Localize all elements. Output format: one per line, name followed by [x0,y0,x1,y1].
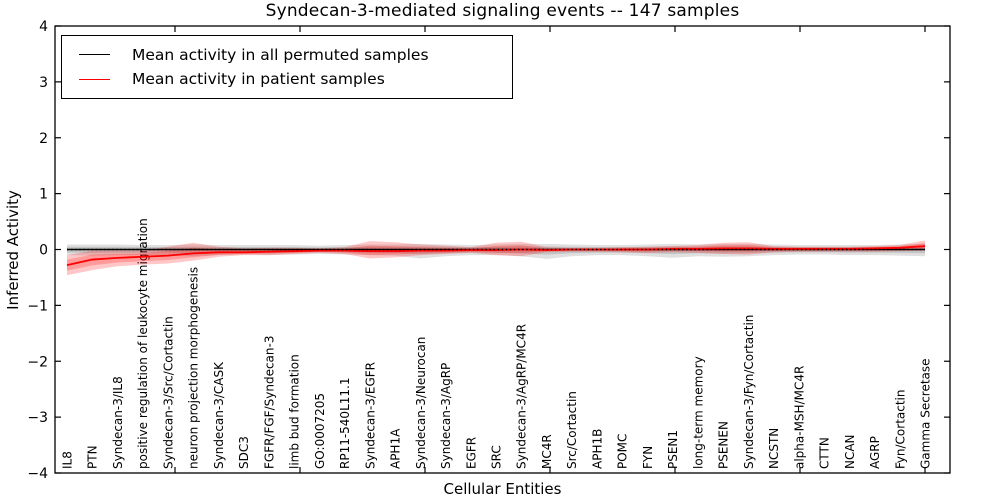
x-category-label: EGFR [464,437,478,469]
x-category-label: CTTN [818,437,832,469]
legend: Mean activity in all permuted samples Me… [61,35,513,99]
x-axis-title: Cellular Entities [443,480,562,498]
x-category-label: long-term memory [691,356,705,469]
y-tick-label: 1 [39,187,48,203]
x-category-label: neuron projection morphogenesis [187,267,201,469]
chart-title: Syndecan-3-mediated signaling events -- … [265,1,740,21]
x-category-label: GO:0007205 [313,393,327,469]
x-category-label: Syndecan-3/AgRP/MC4R [515,324,529,469]
x-category-label: NCSTN [767,428,781,469]
legend-label-patient: Mean activity in patient samples [132,70,385,89]
x-category-label: Syndecan-3/CASK [212,361,226,469]
x-category-label: IL8 [61,451,75,469]
x-category-label: limb bud formation [288,354,302,469]
x-category-label: FGFR/FGF/Syndecan-3 [262,336,276,469]
x-category-label: NCAN [843,434,857,469]
x-category-label: positive regulation of leukocyte migrati… [136,218,150,469]
x-category-label: SRC [490,445,504,469]
y-tick-label: −4 [27,466,48,482]
x-category-label: POMC [616,434,630,469]
x-category-label: PSEN1 [666,430,680,469]
y-tick-label: −2 [27,354,48,370]
x-category-label: MC4R [540,434,554,469]
patient-line-swatch [79,78,110,80]
x-category-label: Syndecan-3/IL8 [111,376,125,469]
legend-entry-patient: Mean activity in patient samples [62,70,512,88]
x-category-label: PSENEN [717,421,731,469]
x-category-label: APH1B [590,429,604,469]
x-category-label: alpha-MSH/MC4R [792,366,806,469]
x-category-label: Syndecan-3/Src/Cortactin [161,316,175,469]
y-tick-label: 2 [39,131,48,147]
x-category-label: Syndecan-3/Neurocan [414,337,428,469]
x-category-label: AGRP [868,436,882,469]
x-category-label: RP11-540L11.1 [338,378,352,469]
x-category-label: APH1A [389,428,403,469]
y-tick-label: 3 [39,75,48,91]
y-tick-label: −1 [27,298,48,314]
permuted-band-outer [67,243,925,259]
x-category-label: SDC3 [237,436,251,469]
legend-entry-permuted: Mean activity in all permuted samples [62,46,512,64]
y-tick-label: 0 [39,243,48,259]
y-tick-label: 4 [39,19,48,35]
x-category-label: PTN [86,445,100,469]
patient-mean-line [66,245,926,267]
x-category-label: Syndecan-3/AgRP [439,363,453,469]
x-category-label: FYN [641,446,655,469]
x-category-label: Src/Cortactin [565,391,579,469]
x-category-label: Syndecan-3/EGFR [363,362,377,469]
legend-label-permuted: Mean activity in all permuted samples [132,45,429,64]
x-category-label: Syndecan-3/Fyn/Cortactin [742,315,756,469]
y-tick-label: −3 [27,410,48,426]
permuted-line-swatch [79,54,110,56]
x-category-label: Gamma Secretase [919,358,933,469]
y-axis-title: Inferred Activity [4,190,22,310]
x-category-label: Fyn/Cortactin [893,389,907,469]
